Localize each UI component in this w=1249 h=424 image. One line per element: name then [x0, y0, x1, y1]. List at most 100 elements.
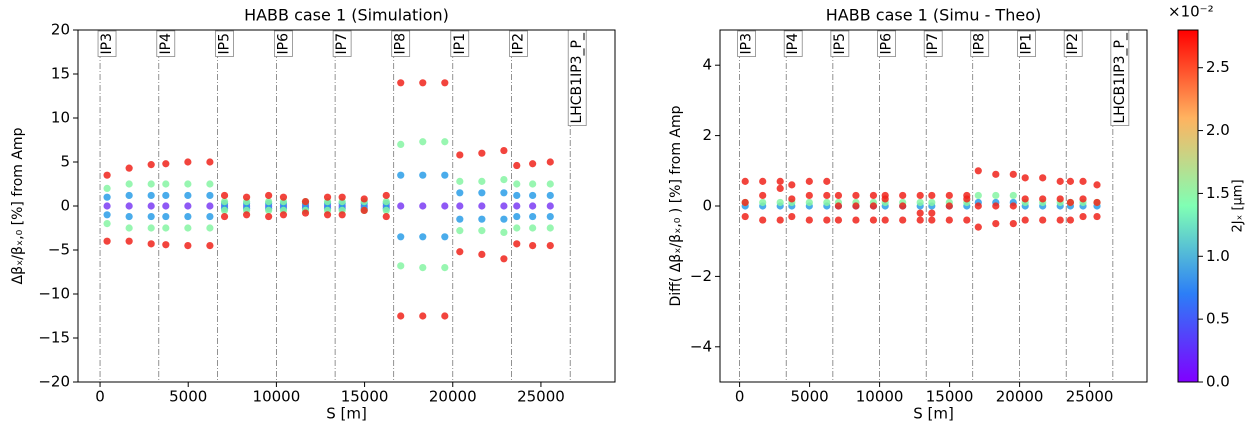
point [992, 220, 1000, 228]
point [265, 206, 273, 214]
point [513, 180, 521, 188]
point [1079, 177, 1087, 185]
x-tick-label: 25000 [1066, 388, 1114, 406]
point [945, 191, 953, 200]
y-tick-label: −15 [38, 329, 70, 347]
point [419, 264, 427, 272]
point [162, 180, 170, 188]
point [500, 202, 508, 210]
point [478, 215, 486, 223]
point [419, 202, 427, 210]
point [1056, 216, 1064, 224]
ip-label: IP6 [275, 33, 291, 55]
x-tick-label: 0 [735, 388, 745, 406]
point [823, 216, 831, 224]
x-axis-label: S [m] [913, 405, 954, 423]
point [546, 158, 554, 166]
y-tick-label: 4 [702, 56, 712, 74]
ip-label-box [830, 30, 850, 57]
point [529, 160, 537, 168]
point [441, 264, 449, 272]
point [869, 202, 878, 210]
point [546, 202, 554, 210]
point [869, 191, 878, 200]
point [147, 202, 155, 210]
ip-label-box [783, 30, 803, 57]
point [441, 171, 449, 179]
point [419, 171, 427, 179]
point [456, 151, 464, 159]
point [220, 191, 229, 200]
point [500, 176, 508, 184]
point [776, 216, 784, 224]
point [1021, 216, 1029, 224]
x-tick-label: 0 [95, 388, 105, 406]
point [184, 191, 192, 200]
point [852, 191, 860, 200]
point [1039, 174, 1047, 182]
point [184, 242, 192, 250]
point [1093, 181, 1101, 189]
point [419, 138, 427, 146]
ip-label: IP1 [1019, 33, 1035, 54]
point [741, 198, 749, 207]
y-tick-label: −20 [38, 373, 70, 391]
point [147, 224, 155, 232]
point [741, 212, 749, 221]
point [500, 189, 508, 197]
point [162, 224, 170, 232]
ip-label-box [737, 30, 756, 57]
point [945, 202, 953, 210]
ip-label-box [970, 30, 990, 57]
point [456, 215, 464, 223]
ip-marker: IP1 [450, 30, 470, 57]
ip-marker: IP4 [783, 30, 803, 57]
chart-title: HABB case 1 (Simulation) [244, 6, 449, 25]
point [776, 184, 784, 192]
point [456, 248, 464, 256]
point [776, 177, 784, 185]
point [441, 138, 449, 146]
point [546, 212, 554, 221]
ip-marker: IP6 [273, 30, 293, 57]
point [992, 170, 1000, 178]
point [834, 191, 843, 200]
point [456, 227, 464, 235]
point [419, 79, 427, 87]
point [184, 180, 192, 188]
point [206, 158, 214, 166]
chart-title: HABB case 1 (Simu - Theo) [826, 6, 1041, 25]
point [759, 177, 767, 185]
ip-label: IP8 [393, 33, 409, 54]
point [441, 233, 449, 241]
point [301, 209, 310, 217]
point [916, 209, 924, 217]
ip-label-box [509, 30, 528, 57]
point [125, 202, 133, 210]
point [788, 212, 796, 221]
point [974, 223, 982, 231]
y-tick-label: −5 [48, 241, 70, 259]
point [529, 242, 537, 250]
x-tick-label: 10000 [856, 388, 904, 406]
point [1066, 216, 1075, 224]
point [419, 233, 427, 241]
ip-label-box [215, 30, 234, 57]
point [546, 180, 554, 188]
point [529, 180, 537, 188]
point [529, 202, 537, 210]
point [1066, 177, 1075, 185]
ip-label: LHCB1IP3_P_ [569, 32, 585, 124]
ip-marker: IP3 [737, 30, 756, 57]
x-tick-label: 5000 [169, 388, 207, 406]
ip-label: IP4 [158, 33, 174, 55]
y-axis-label: Δβₓ/βₓ,₀ [%] from Amp [10, 127, 26, 284]
point [382, 206, 390, 214]
point [382, 212, 390, 221]
point [899, 202, 907, 210]
x-tick-label: 25000 [517, 388, 565, 406]
point [206, 191, 214, 200]
ip-marker: IP3 [97, 30, 117, 57]
point [323, 193, 332, 201]
